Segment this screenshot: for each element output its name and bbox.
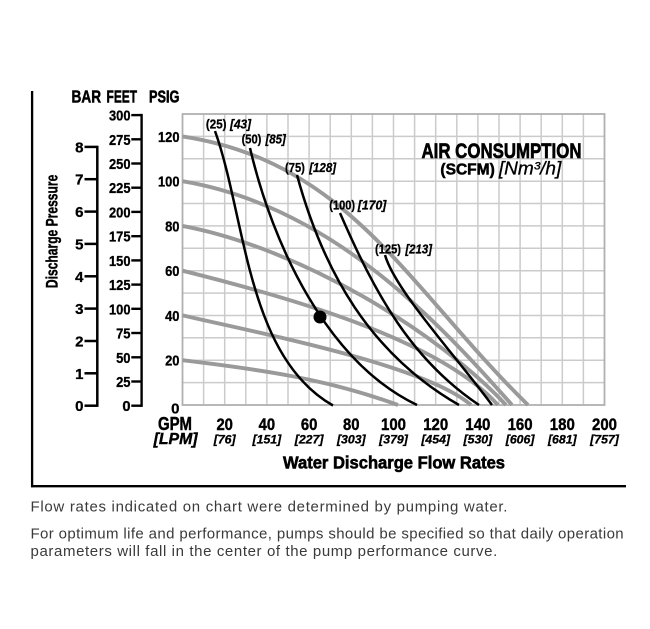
svg-text:[151]: [151] [252,433,283,447]
svg-text:(25): (25) [206,117,227,132]
svg-text:60: 60 [165,264,179,280]
svg-text:300: 300 [109,109,131,125]
svg-text:100: 100 [381,416,406,434]
svg-text:200: 200 [109,205,131,221]
svg-text:GPM: GPM [158,414,192,434]
svg-text:6: 6 [75,204,83,221]
svg-text:[Nm³/h]: [Nm³/h] [498,159,562,179]
svg-text:8: 8 [75,139,83,156]
svg-text:150: 150 [109,254,131,270]
svg-text:[76]: [76] [213,433,237,447]
svg-text:20: 20 [165,354,179,370]
svg-text:80: 80 [165,219,179,235]
svg-text:120: 120 [423,416,448,434]
svg-text:[606]: [606] [505,433,536,447]
svg-text:25: 25 [116,375,130,391]
svg-text:Discharge Pressure: Discharge Pressure [44,175,62,288]
svg-text:40: 40 [259,416,276,434]
svg-text:120: 120 [158,130,180,146]
svg-text:80: 80 [343,416,360,434]
svg-text:(75): (75) [285,160,305,175]
svg-text:250: 250 [109,157,131,173]
svg-text:(100): (100) [329,198,355,213]
svg-text:1: 1 [75,366,83,383]
svg-text:75: 75 [116,327,130,343]
svg-text:[43]: [43] [229,117,252,132]
svg-text:BAR: BAR [72,87,102,107]
svg-text:AIR CONSUMPTION: AIR CONSUMPTION [422,139,582,163]
svg-text:[213]: [213] [405,242,433,257]
svg-text:20: 20 [216,416,233,434]
svg-text:200: 200 [592,416,617,434]
svg-text:2: 2 [75,334,83,351]
svg-text:For optimum life and performan: For optimum life and performance, pumps … [31,526,625,543]
svg-text:[454]: [454] [420,433,451,447]
svg-text:180: 180 [550,416,575,434]
svg-text:100: 100 [158,175,180,191]
svg-text:175: 175 [109,230,131,246]
svg-text:50: 50 [116,351,130,367]
svg-text:Flow rates indicated on chart: Flow rates indicated on chart were deter… [31,499,509,516]
svg-text:4: 4 [75,269,84,286]
svg-text:0: 0 [75,398,83,415]
svg-text:[227]: [227] [294,433,325,447]
svg-text:[128]: [128] [308,160,336,175]
svg-text:5: 5 [75,236,83,253]
svg-text:[LPM]: [LPM] [153,431,199,448]
svg-text:[303]: [303] [336,433,367,447]
svg-text:0: 0 [171,401,179,418]
svg-text:(50): (50) [242,132,262,147]
svg-text:[170]: [170] [357,198,387,213]
svg-text:40: 40 [165,309,179,325]
svg-text:275: 275 [109,133,131,149]
svg-text:160: 160 [508,416,533,434]
svg-text:3: 3 [75,301,83,318]
svg-text:60: 60 [301,416,318,434]
svg-text:100: 100 [109,302,131,318]
svg-text:PSIG: PSIG [149,87,180,107]
svg-text:parameters will fall in the ce: parameters will fall in the center of th… [31,543,498,560]
svg-text:(SCFM): (SCFM) [440,162,494,179]
svg-text:[85]: [85] [265,132,287,147]
svg-text:[530]: [530] [463,433,494,447]
svg-text:(125): (125) [375,242,401,257]
svg-text:[379]: [379] [378,433,409,447]
svg-text:0: 0 [122,399,130,415]
svg-text:125: 125 [109,278,131,294]
svg-text:225: 225 [109,181,131,197]
svg-text:140: 140 [465,416,490,434]
svg-text:[757]: [757] [589,433,620,447]
svg-text:7: 7 [75,172,83,189]
svg-text:FEET: FEET [107,87,138,107]
svg-text:[681]: [681] [547,433,578,447]
svg-text:Water Discharge Flow Rates: Water Discharge Flow Rates [283,453,505,473]
